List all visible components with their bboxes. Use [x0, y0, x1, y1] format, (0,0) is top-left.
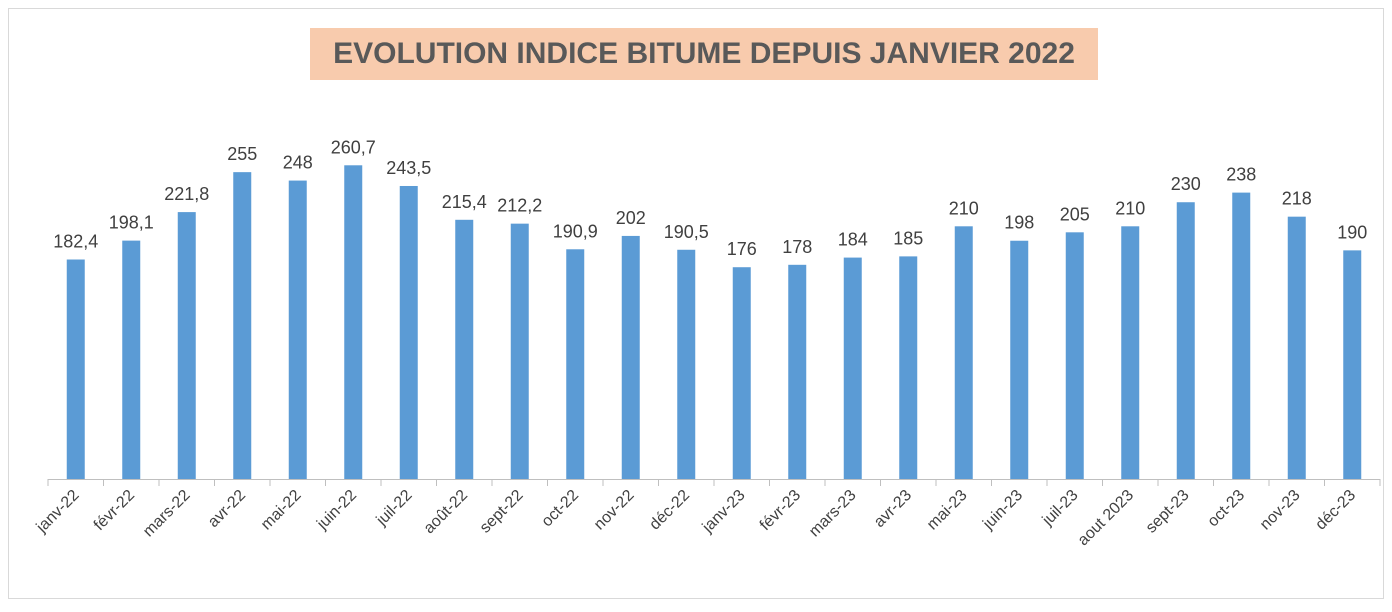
x-tick-label: déc-22	[646, 487, 693, 534]
value-label: 243,5	[386, 158, 431, 178]
x-tick-label: mars-22	[140, 487, 194, 541]
x-tick-label: avr-22	[205, 487, 249, 531]
x-tick-label: nov-22	[591, 487, 638, 534]
bar	[677, 249, 696, 479]
x-tick-label: juil-23	[1039, 487, 1082, 530]
value-label: 210	[949, 198, 979, 218]
bar	[66, 259, 85, 479]
x-tick-label: déc-23	[1312, 487, 1359, 534]
value-label: 185	[893, 228, 923, 248]
x-tick-label: mai-23	[924, 487, 971, 534]
bar	[399, 185, 418, 479]
x-tick-label: juil-22	[373, 487, 416, 530]
bar	[1010, 240, 1029, 479]
x-tick-label: mai-22	[258, 487, 305, 534]
chart-title: EVOLUTION INDICE BITUME DEPUIS JANVIER 2…	[333, 37, 1075, 70]
bar	[177, 212, 196, 480]
bar	[899, 256, 918, 479]
value-label: 190	[1337, 222, 1367, 242]
bar	[1176, 202, 1195, 479]
value-label: 182,4	[53, 232, 98, 252]
x-tick-label: aout 2023	[1075, 487, 1137, 549]
value-label: 238	[1226, 165, 1256, 185]
x-tick-label: janv-22	[33, 487, 83, 537]
bar	[455, 219, 474, 479]
value-label: 255	[227, 144, 257, 164]
bar	[1121, 226, 1140, 479]
bar	[1065, 232, 1084, 479]
x-tick-label: juin-23	[979, 487, 1026, 534]
value-label: 260,7	[331, 137, 376, 157]
value-label: 198,1	[109, 213, 154, 233]
value-label: 178	[782, 237, 812, 257]
bar	[732, 267, 751, 479]
x-tick-label: juin-22	[313, 487, 360, 534]
x-tick-label: mars-23	[806, 487, 860, 541]
bar	[1287, 216, 1306, 479]
value-label: 210	[1115, 198, 1145, 218]
value-label: 230	[1171, 174, 1201, 194]
value-label: 190,9	[553, 221, 598, 241]
x-tick-label: avr-23	[871, 487, 915, 531]
x-tick-label: janv-23	[699, 487, 749, 537]
bar	[1343, 250, 1362, 479]
bar	[954, 226, 973, 479]
value-label: 198	[1004, 213, 1034, 233]
x-tick-label: août-22	[421, 487, 471, 537]
x-tick-label: nov-23	[1257, 487, 1304, 534]
x-tick-label: sept-22	[477, 487, 527, 537]
value-label: 184	[838, 230, 868, 250]
value-label: 221,8	[164, 184, 209, 204]
x-tick-label: oct-23	[1205, 487, 1249, 531]
bar	[344, 165, 363, 479]
value-label: 248	[283, 153, 313, 173]
bar	[233, 172, 252, 479]
x-tick-label: sept-23	[1143, 487, 1193, 537]
bar	[621, 235, 640, 479]
bar	[288, 180, 307, 479]
bar	[788, 264, 807, 479]
value-label: 205	[1060, 204, 1090, 224]
x-tick-label: févr-23	[757, 487, 804, 534]
value-label: 215,4	[442, 192, 487, 212]
bar	[1232, 192, 1251, 479]
chart-frame	[8, 8, 1384, 599]
bar	[566, 249, 585, 479]
title-box	[310, 28, 1098, 80]
x-tick-label: févr-22	[91, 487, 138, 534]
value-label: 202	[616, 208, 646, 228]
x-tick-label: oct-22	[539, 487, 583, 531]
bar	[122, 240, 141, 479]
bar	[843, 257, 862, 479]
value-label: 190,5	[664, 222, 709, 242]
value-label: 218	[1282, 189, 1312, 209]
value-label: 212,2	[497, 196, 542, 216]
value-label: 176	[727, 239, 757, 259]
bar	[510, 223, 529, 479]
